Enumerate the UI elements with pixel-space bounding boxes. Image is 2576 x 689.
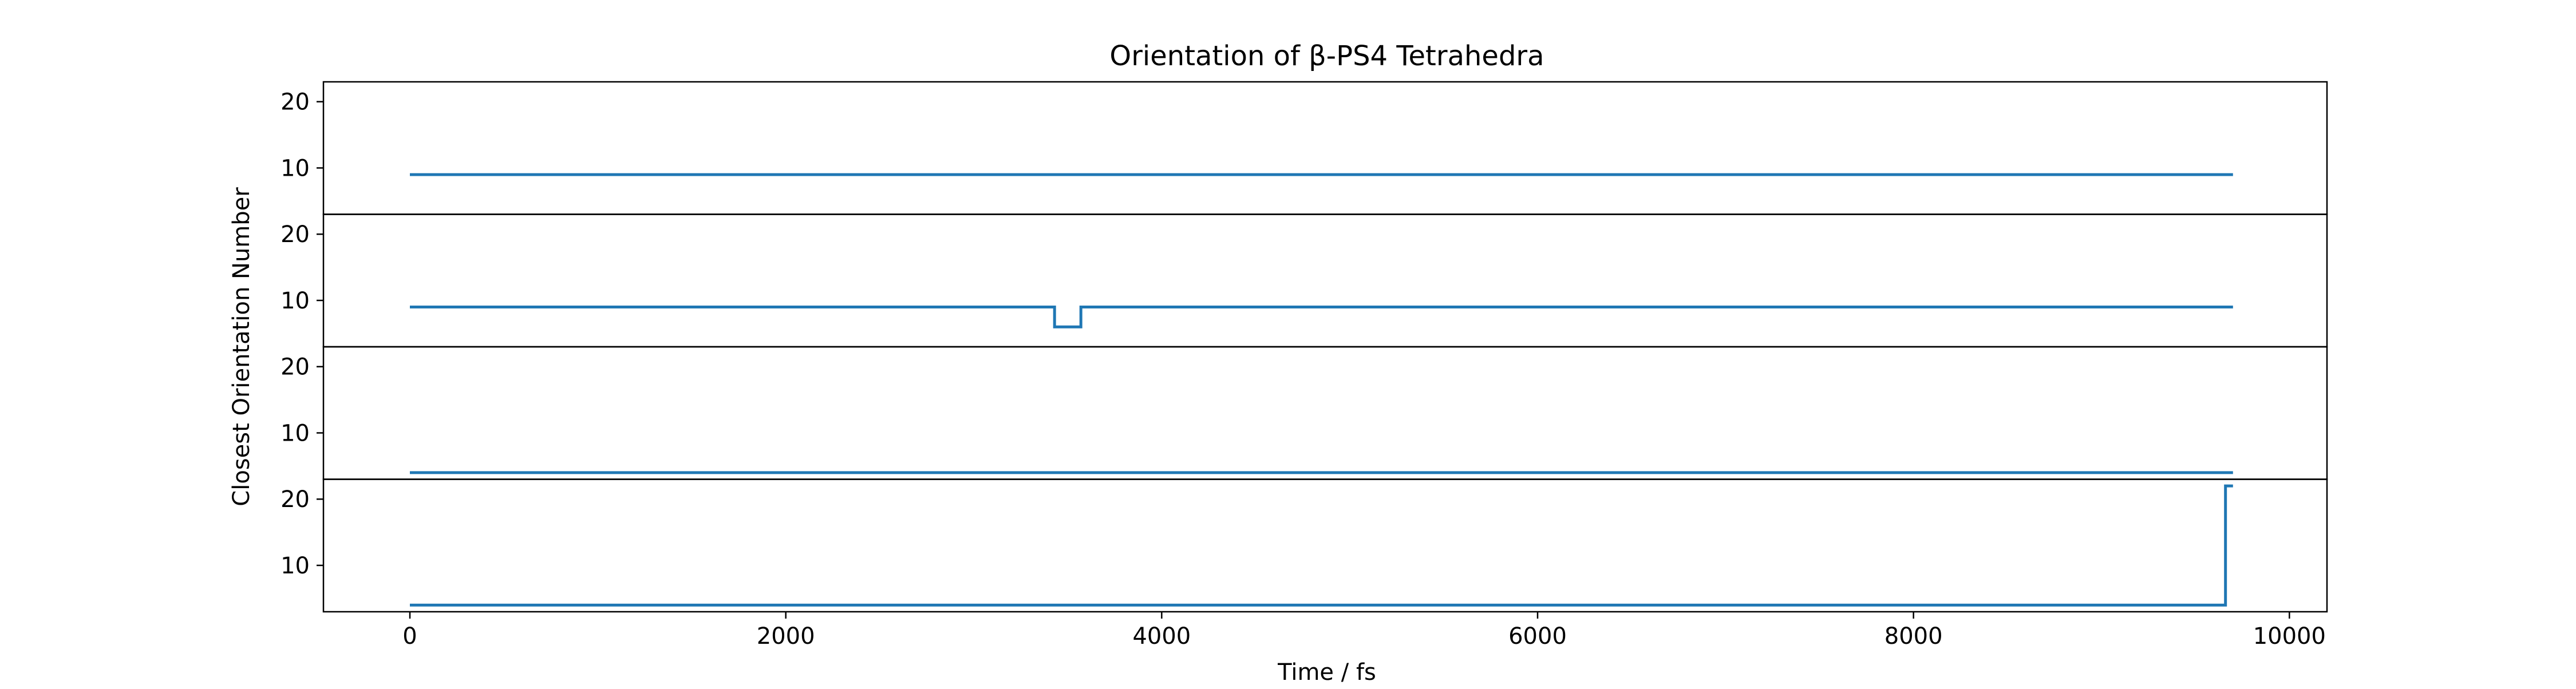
subplot-3-y-tick-label-10: 10 bbox=[280, 420, 310, 446]
chart-title: Orientation of β-PS4 Tetrahedra bbox=[1109, 40, 1544, 72]
subplot-2-y-tick-label-20: 20 bbox=[280, 221, 310, 248]
y-axis-label: Closest Orientation Number bbox=[228, 187, 255, 506]
subplot-2-series-line bbox=[410, 306, 2233, 328]
subplot-1-y-tick-label-10: 10 bbox=[280, 155, 310, 181]
x-tick-label-0: 0 bbox=[402, 623, 417, 650]
subplot-4-y-tick-label-10: 10 bbox=[280, 553, 310, 579]
subplot-1-y-tick-label-20: 20 bbox=[280, 89, 310, 116]
x-tick-label-4000: 4000 bbox=[1132, 623, 1191, 650]
subplot-4-y-tick-label-20: 20 bbox=[280, 486, 310, 513]
x-tick-label-10000: 10000 bbox=[2253, 623, 2326, 650]
x-axis-label: Time / fs bbox=[1277, 659, 1376, 686]
subplot-3-y-tick-label-20: 20 bbox=[280, 354, 310, 381]
x-tick-label-8000: 8000 bbox=[1884, 623, 1943, 650]
chart-body: 10 20 10 20 10 20 10 20 0 2000 4000 6000 8000 10000 bbox=[280, 81, 2328, 650]
x-tick-label-6000: 6000 bbox=[1508, 623, 1567, 650]
subplot-4-frame bbox=[322, 478, 2328, 613]
subplot-2-y-tick-label-10: 10 bbox=[280, 288, 310, 314]
x-tick-label-2000: 2000 bbox=[757, 623, 815, 650]
subplot-4-series-line bbox=[410, 484, 2233, 607]
